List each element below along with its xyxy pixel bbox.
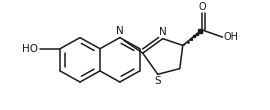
- Text: N: N: [159, 27, 167, 37]
- Text: N: N: [116, 26, 124, 36]
- Text: OH: OH: [224, 32, 239, 42]
- Text: O: O: [198, 2, 206, 12]
- Text: S: S: [154, 76, 161, 86]
- Text: HO: HO: [22, 44, 38, 54]
